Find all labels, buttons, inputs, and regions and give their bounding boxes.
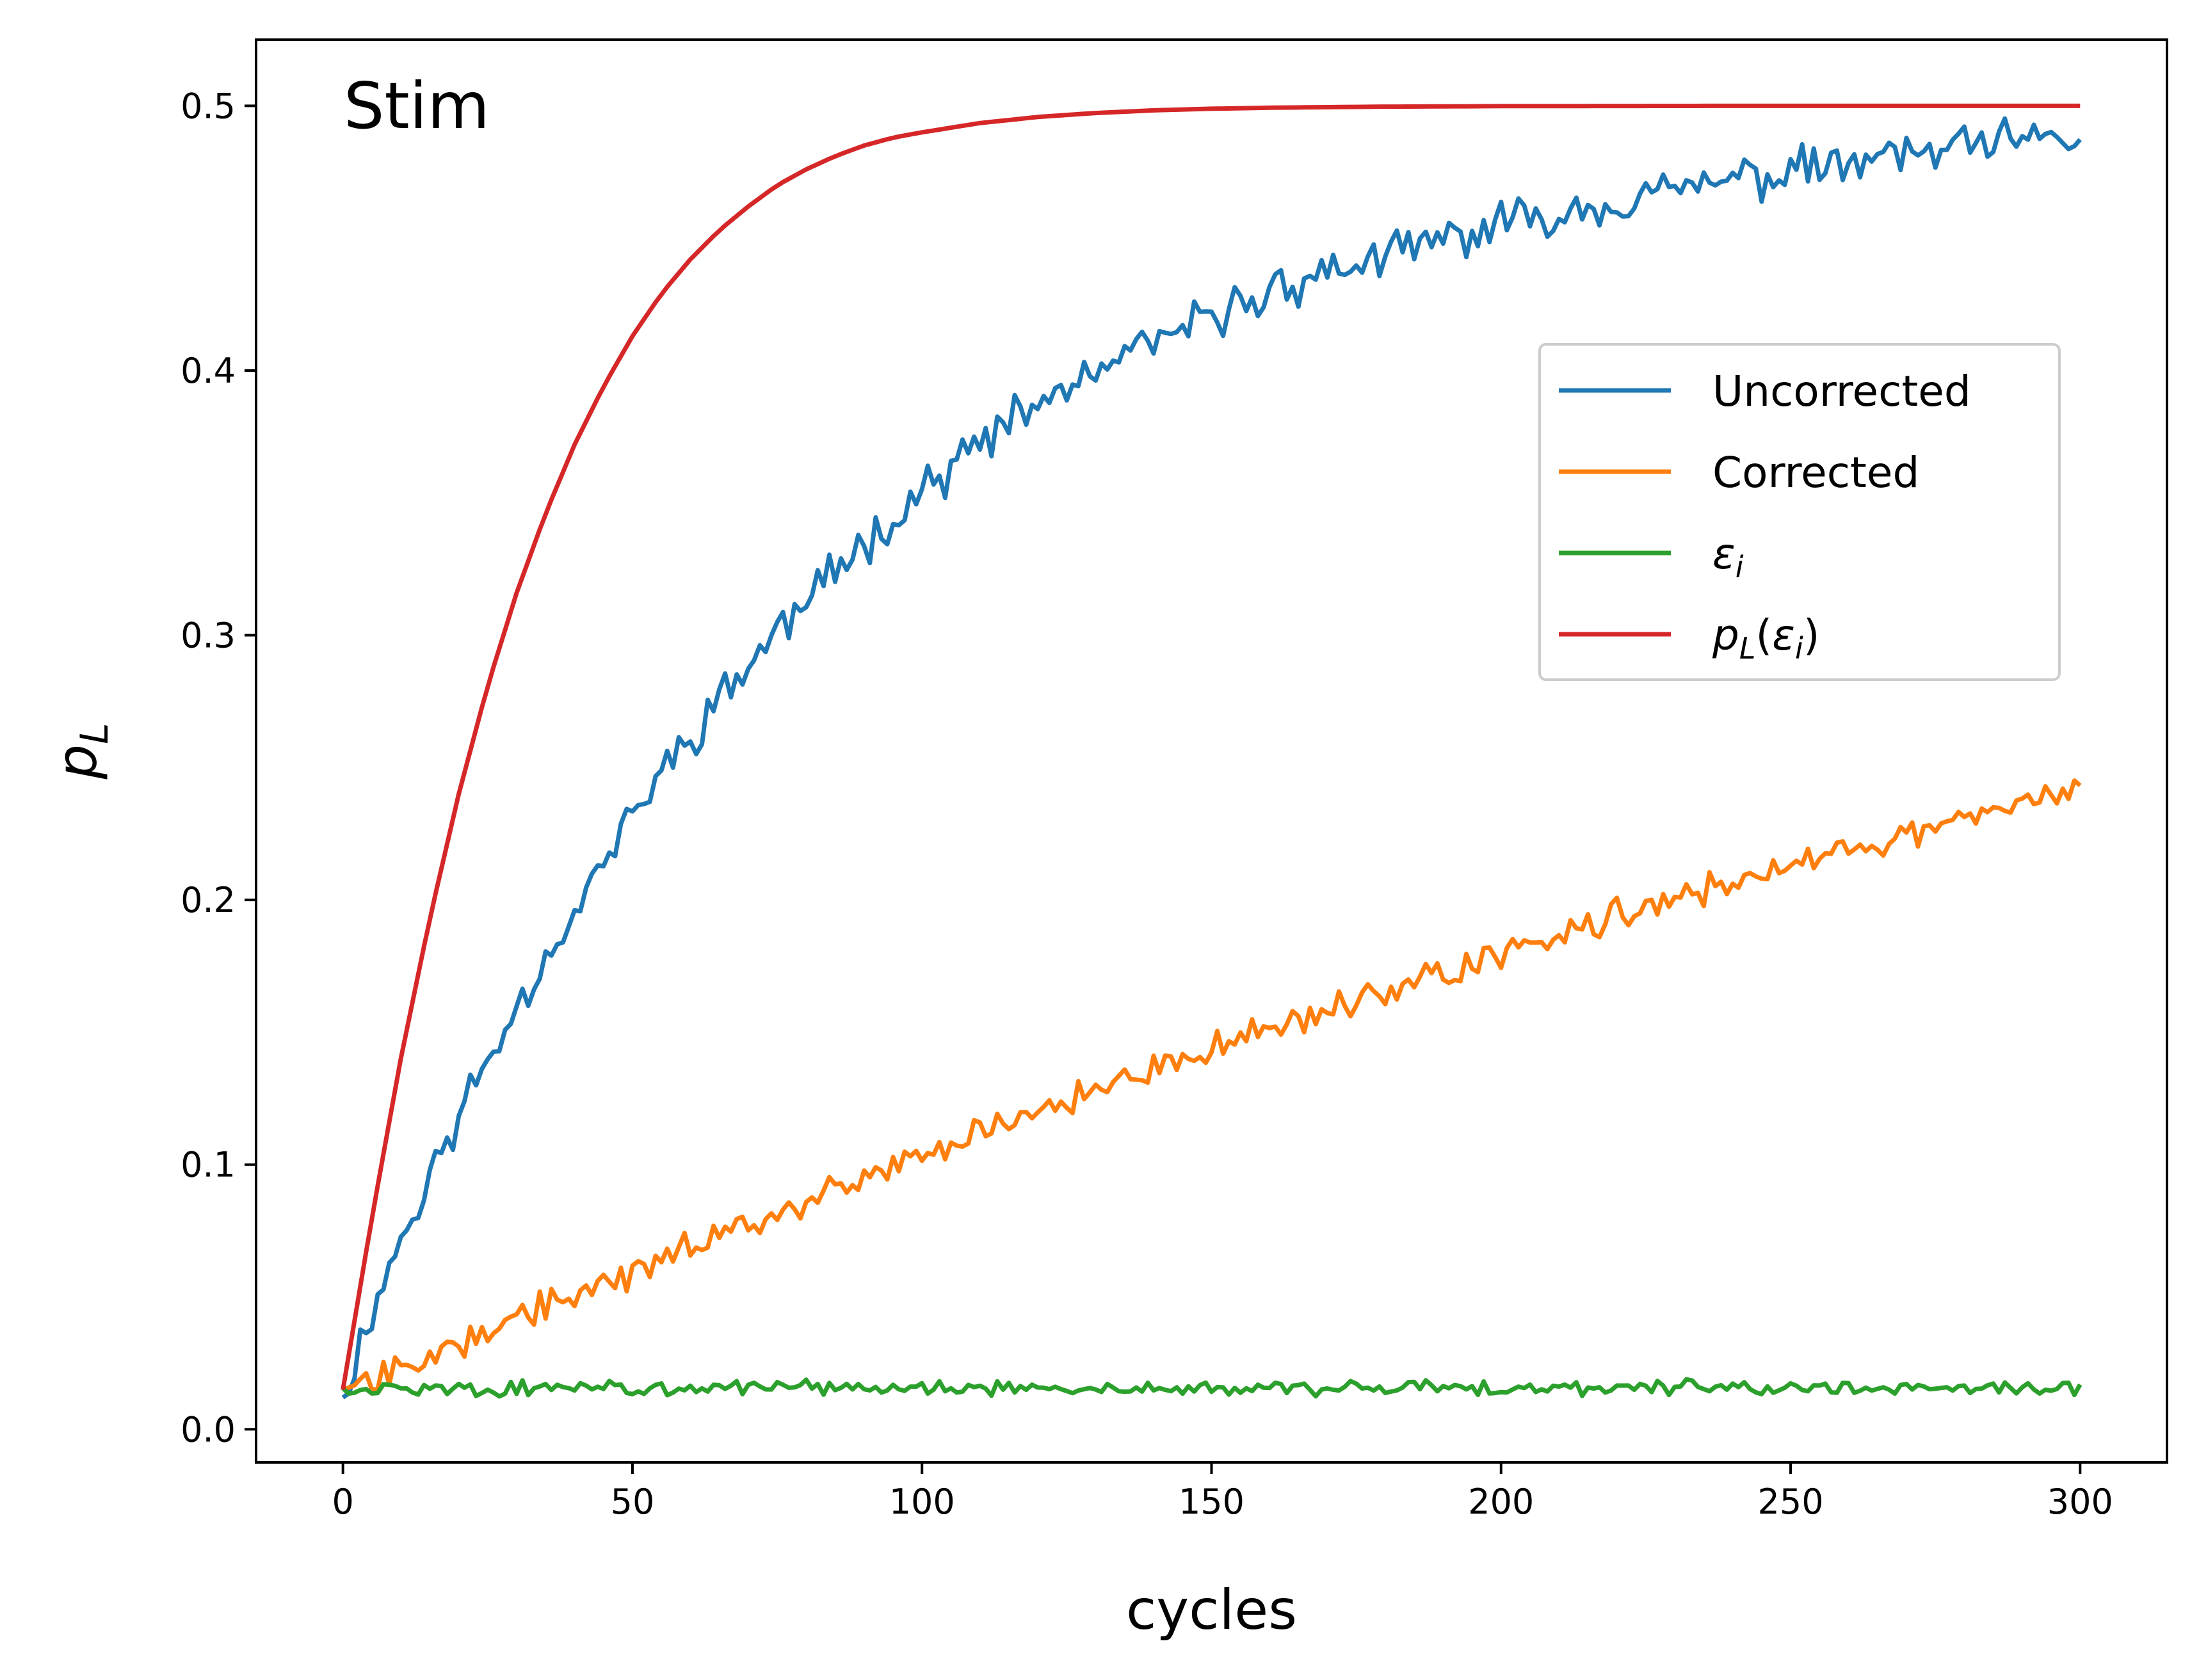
legend-label-uncorrected: Uncorrected	[1712, 367, 1971, 416]
y-tick-label: 0.1	[181, 1145, 236, 1185]
legend-label-pl-epsilon-i: pL(εi)	[1712, 611, 1820, 666]
y-tick-label: 0.3	[181, 616, 236, 656]
axes-frame	[255, 38, 2168, 1464]
y-axis-label-main: p	[45, 744, 109, 780]
series-line-epsilon-i	[341, 1377, 2082, 1399]
y-axis-label: pL	[45, 723, 117, 780]
series-line-pl-epsilon-i	[341, 103, 2081, 1390]
plot-area	[255, 38, 2168, 1464]
legend-label-epsilon-i: εi	[1712, 529, 1744, 584]
x-tick-label: 100	[889, 1482, 955, 1522]
legend-label-corrected: Corrected	[1712, 448, 1919, 497]
y-tick-label: 0.4	[181, 351, 236, 391]
legend-box	[1538, 343, 2061, 681]
y-axis-ticks: 0.0 0.1 0.2 0.3 0.4 0.5	[181, 86, 256, 1450]
annotation-stim: Stim	[344, 68, 490, 143]
y-axis-label-sub: L	[72, 723, 117, 744]
legend-item-corrected: Corrected	[1559, 448, 1919, 497]
y-tick-label: 0.2	[181, 880, 236, 920]
x-tick-label: 0	[332, 1482, 354, 1522]
legend-item-epsilon-i: εi	[1559, 529, 1744, 584]
x-axis-ticks: 0 50 100 150 200 250 300	[332, 1462, 2113, 1522]
x-tick-label: 300	[2047, 1482, 2113, 1522]
series-line-uncorrected	[341, 116, 2082, 1400]
x-tick-label: 150	[1179, 1482, 1244, 1522]
y-tick-label: 0.0	[181, 1409, 236, 1450]
legend-item-uncorrected: Uncorrected	[1559, 367, 1971, 416]
x-axis-label: cycles	[1126, 1578, 1297, 1642]
x-tick-label: 250	[1758, 1482, 1824, 1522]
series-line-corrected	[342, 778, 2082, 1392]
x-tick-label: 50	[611, 1482, 655, 1522]
svg-text:pL: pL	[45, 723, 117, 780]
legend-item-pl-epsilon-i: pL(εi)	[1559, 611, 1820, 666]
x-tick-label: 200	[1468, 1482, 1534, 1522]
legend: Uncorrected Corrected εi pL(εi)	[1538, 343, 2061, 681]
series-layer	[341, 103, 2082, 1400]
y-tick-label: 0.5	[181, 86, 236, 126]
